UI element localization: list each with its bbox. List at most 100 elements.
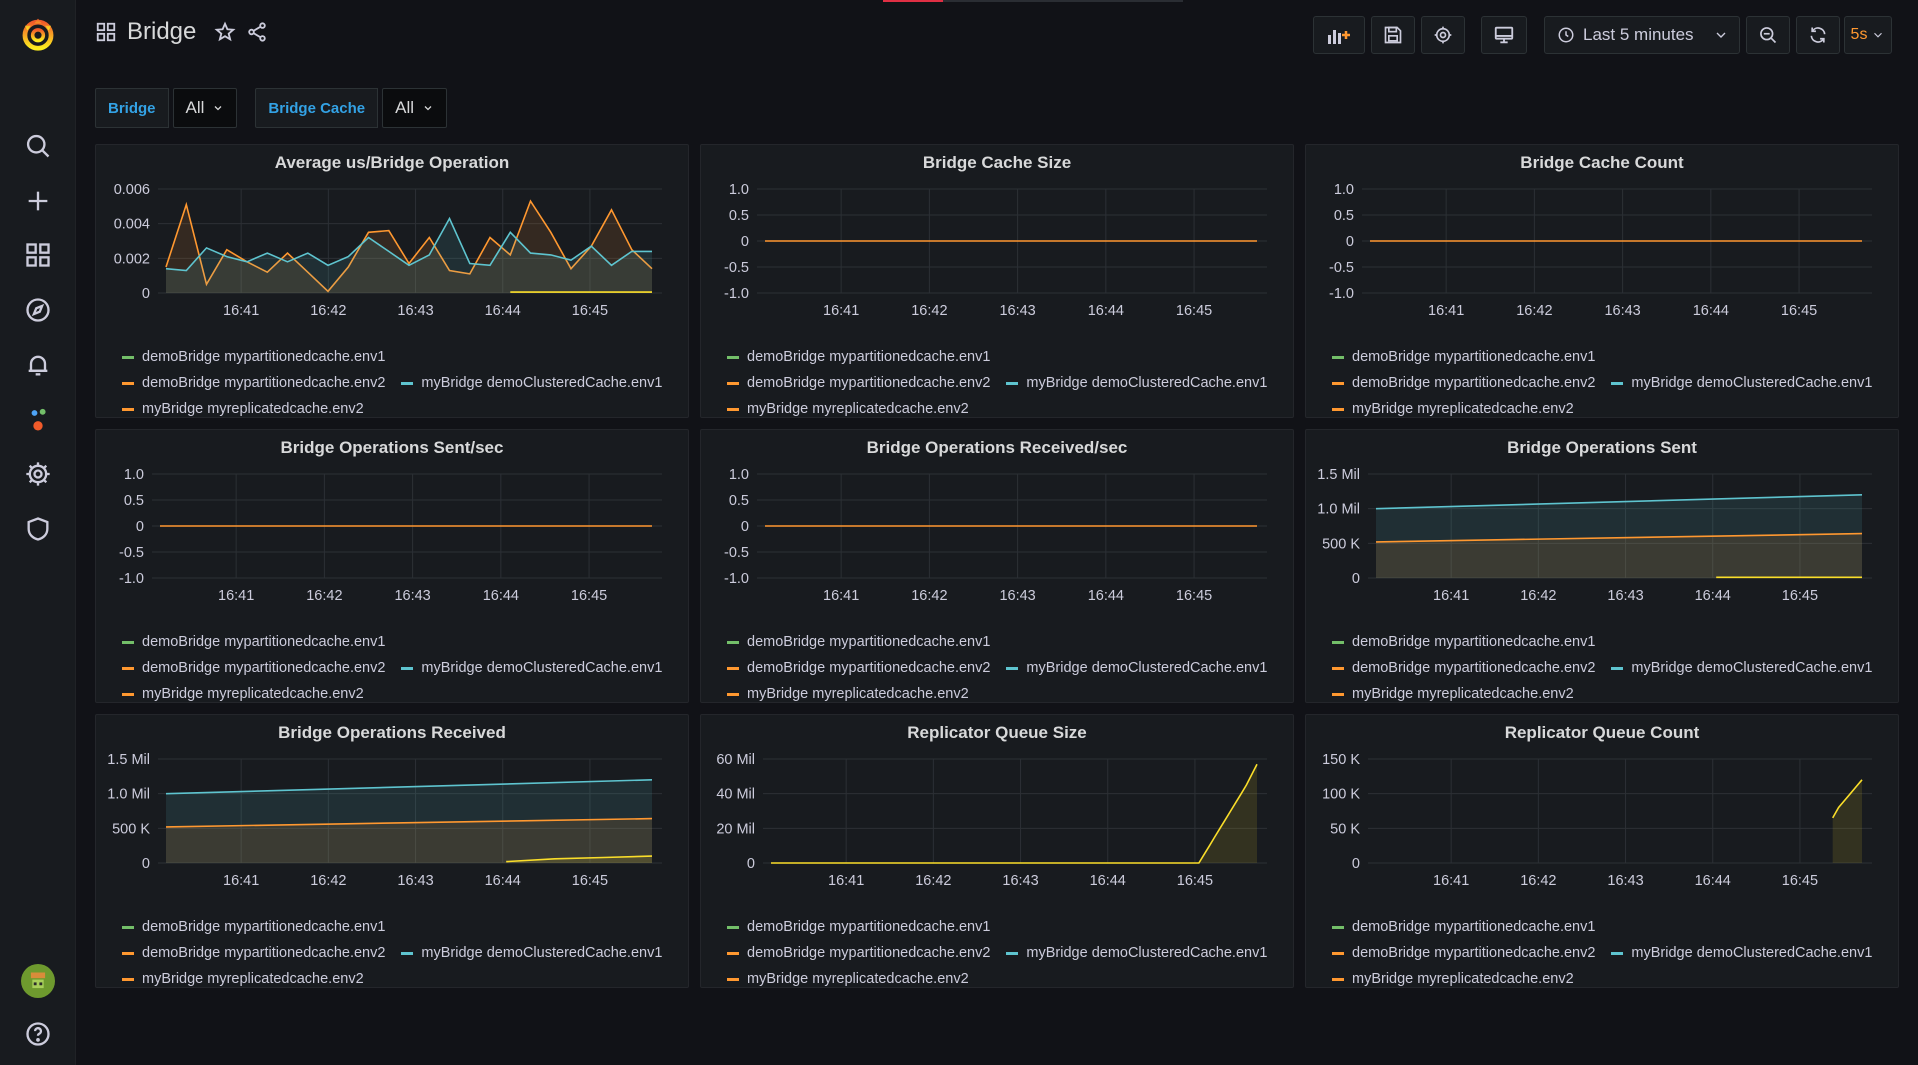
legend-label: myBridge demoClusteredCache.env1 [1631, 375, 1873, 391]
legend-item[interactable]: demoBridge mypartitionedcache.env1 [727, 344, 990, 370]
chart-ops-received[interactable]: 1.5 Mil 1.0 Mil 500 K 0 16:41 16:42 16:43 16:44… [96, 745, 689, 915]
panel-title[interactable]: Bridge Operations Received [278, 723, 506, 742]
legend-item[interactable]: myBridge demoClusteredCache.env1 [1611, 940, 1872, 966]
panel-ops-received[interactable]: Bridge Operations Received 1.5 Mil 1.0 Mil… [95, 714, 689, 988]
legend-item[interactable]: demoBridge mypartitionedcache.env2 [122, 370, 385, 396]
legend-item[interactable]: demoBridge mypartitionedcache.env1 [1332, 914, 1595, 940]
panel-ops-sent[interactable]: Bridge Operations Sent 1.5 Mil 1.0 Mil 500 … [1305, 429, 1899, 703]
panel-replicator-queue-size[interactable]: Replicator Queue Size 60 Mil 40 Mil 20 Mil 0… [700, 714, 1294, 988]
dashboard-settings-button[interactable] [1421, 16, 1465, 54]
panel-title[interactable]: Bridge Cache Count [1520, 153, 1684, 172]
save-dashboard-button[interactable] [1371, 16, 1415, 54]
legend-item[interactable]: myBridge myreplicatedcache.env2 [122, 681, 364, 702]
gear-icon[interactable] [18, 454, 58, 494]
panel-title[interactable]: Bridge Operations Received/sec [866, 438, 1128, 457]
legend-item[interactable]: demoBridge mypartitionedcache.env1 [1332, 629, 1595, 655]
series-line[interactable] [165, 779, 653, 795]
series-line[interactable] [1832, 779, 1863, 819]
legend-swatch [401, 666, 414, 670]
series-line[interactable] [771, 763, 1258, 864]
panel-title[interactable]: Bridge Cache Size [922, 153, 1072, 172]
chart-ops-sent[interactable]: 1.5 Mil 1.0 Mil 500 K 0 16:41 16:42 16:43 16:44… [1306, 460, 1899, 630]
chart-bridge-cache-count[interactable]: 1.0 0.5 0 -0.5 -1.0 16:41 16:42 16:43 16:44 16:45 [1306, 175, 1899, 345]
x-tick-label: 16:42 [310, 873, 346, 889]
legend-item[interactable]: myBridge demoClusteredCache.env1 [1006, 370, 1267, 396]
legend-item[interactable]: demoBridge mypartitionedcache.env2 [727, 655, 990, 681]
panel-bridge-cache-size[interactable]: Bridge Cache Size 1.0 0.5 0 -0.5 -1.0 16:41 16:… [700, 144, 1294, 418]
legend-item[interactable]: myBridge myreplicatedcache.env2 [122, 966, 364, 987]
bell-icon[interactable] [18, 345, 58, 385]
help-icon[interactable] [18, 1014, 58, 1054]
legend-item[interactable]: myBridge demoClusteredCache.env1 [1006, 655, 1267, 681]
legend-item[interactable]: demoBridge mypartitionedcache.env1 [122, 914, 385, 940]
refresh-button[interactable] [1796, 16, 1840, 54]
legend-item[interactable]: myBridge demoClusteredCache.env1 [401, 940, 662, 966]
plugin-app-icon[interactable] [18, 400, 58, 440]
series-line[interactable] [1375, 494, 1863, 510]
avatar[interactable] [18, 961, 58, 1001]
grafana-logo-icon[interactable] [18, 14, 58, 54]
search-icon[interactable] [18, 126, 58, 166]
legend-item[interactable]: myBridge myreplicatedcache.env2 [1332, 681, 1574, 702]
legend-item[interactable]: myBridge demoClusteredCache.env1 [1611, 655, 1872, 681]
legend-item[interactable]: myBridge demoClusteredCache.env1 [401, 655, 662, 681]
share-icon[interactable] [246, 21, 268, 43]
legend-row: demoBridge mypartitionedcache.env1 [122, 914, 682, 940]
legend-item[interactable]: demoBridge mypartitionedcache.env2 [1332, 370, 1595, 396]
legend-item[interactable]: demoBridge mypartitionedcache.env1 [1332, 344, 1595, 370]
chart-avg-us-per-op[interactable]: 0.006 0.004 0.002 0 16:41 16:42 16:43 16:44 16:4… [96, 175, 689, 345]
panel-title[interactable]: Replicator Queue Size [907, 723, 1087, 742]
legend-item[interactable]: demoBridge mypartitionedcache.env2 [122, 655, 385, 681]
legend-item[interactable]: demoBridge mypartitionedcache.env1 [727, 629, 990, 655]
add-panel-button[interactable] [1313, 16, 1365, 54]
panel-title[interactable]: Bridge Operations Sent/sec [280, 438, 504, 457]
time-range-picker[interactable]: Last 5 minutes [1544, 16, 1740, 54]
panel-avg-us-per-op[interactable]: Average us/Bridge Operation 0.006 0.004 0.0… [95, 144, 689, 418]
chart-ops-sent-per-sec[interactable]: 1.0 0.5 0 -0.5 -1.0 16:41 16:42 16:43 16:44 16:45 [96, 460, 689, 630]
panel-title[interactable]: Replicator Queue Count [1504, 723, 1700, 742]
chart-bridge-cache-size[interactable]: 1.0 0.5 0 -0.5 -1.0 16:41 16:42 16:43 16:44 16:45 [701, 175, 1294, 345]
legend-item[interactable]: myBridge myreplicatedcache.env2 [122, 396, 364, 417]
series-line[interactable] [165, 817, 653, 828]
legend-item[interactable]: demoBridge mypartitionedcache.env1 [727, 914, 990, 940]
legend-item[interactable]: demoBridge mypartitionedcache.env2 [122, 940, 385, 966]
legend-item[interactable]: myBridge myreplicatedcache.env2 [727, 681, 969, 702]
legend-item[interactable]: demoBridge mypartitionedcache.env1 [122, 344, 385, 370]
dashboards-icon[interactable] [18, 235, 58, 275]
legend-item[interactable]: demoBridge mypartitionedcache.env2 [1332, 940, 1595, 966]
legend-item[interactable]: demoBridge mypartitionedcache.env1 [122, 629, 385, 655]
legend-item[interactable]: myBridge myreplicatedcache.env2 [1332, 396, 1574, 417]
chart-replicator-queue-size[interactable]: 60 Mil 40 Mil 20 Mil 0 16:41 16:42 16:43 16:44 1… [701, 745, 1294, 915]
legend-item[interactable]: myBridge myreplicatedcache.env2 [727, 396, 969, 417]
zoom-out-button[interactable] [1746, 16, 1790, 54]
variable-select-bridge-cache[interactable]: All [382, 88, 448, 128]
chart-replicator-queue-count[interactable]: 150 K 100 K 50 K 0 16:41 16:42 16:43 16:44 16:45 [1306, 745, 1899, 915]
series-line[interactable] [1375, 532, 1863, 543]
plus-icon[interactable] [18, 181, 58, 221]
legend-item[interactable]: demoBridge mypartitionedcache.env2 [727, 370, 990, 396]
legend-item[interactable]: demoBridge mypartitionedcache.env2 [1332, 655, 1595, 681]
legend-label: demoBridge mypartitionedcache.env1 [1352, 634, 1596, 650]
panel-replicator-queue-count[interactable]: Replicator Queue Count 150 K 100 K 50 K 0 16:… [1305, 714, 1899, 988]
compass-icon[interactable] [18, 290, 58, 330]
panel-title[interactable]: Average us/Bridge Operation [274, 153, 510, 172]
refresh-interval-picker[interactable]: 5s [1844, 16, 1892, 54]
legend-item[interactable]: myBridge demoClusteredCache.env1 [401, 370, 662, 396]
tv-mode-button[interactable] [1481, 16, 1527, 54]
legend-item[interactable]: myBridge myreplicatedcache.env2 [727, 966, 969, 987]
legend-item[interactable]: myBridge demoClusteredCache.env1 [1611, 370, 1872, 396]
shield-icon[interactable] [18, 509, 58, 549]
series-line[interactable] [165, 216, 652, 272]
variable-select-bridge[interactable]: All [172, 88, 238, 128]
legend-item[interactable]: myBridge myreplicatedcache.env2 [1332, 966, 1574, 987]
chart-ops-received-per-sec[interactable]: 1.0 0.5 0 -0.5 -1.0 16:41 16:42 16:43 16:44 16:45 [701, 460, 1294, 630]
series-line[interactable] [506, 855, 653, 863]
panel-title[interactable]: Bridge Operations Sent [1507, 438, 1697, 457]
legend-item[interactable]: demoBridge mypartitionedcache.env2 [727, 940, 990, 966]
star-icon[interactable] [214, 21, 236, 43]
panel-bridge-cache-count[interactable]: Bridge Cache Count 1.0 0.5 0 -0.5 -1.0 16:41 16… [1305, 144, 1899, 418]
panel-ops-sent-per-sec[interactable]: Bridge Operations Sent/sec 1.0 0.5 0 -0.5 -1.… [95, 429, 689, 703]
panel-ops-received-per-sec[interactable]: Bridge Operations Received/sec 1.0 0.5 0 -0.… [700, 429, 1294, 703]
legend-item[interactable]: myBridge demoClusteredCache.env1 [1006, 940, 1267, 966]
dashboard-title[interactable]: Bridge [127, 18, 197, 45]
